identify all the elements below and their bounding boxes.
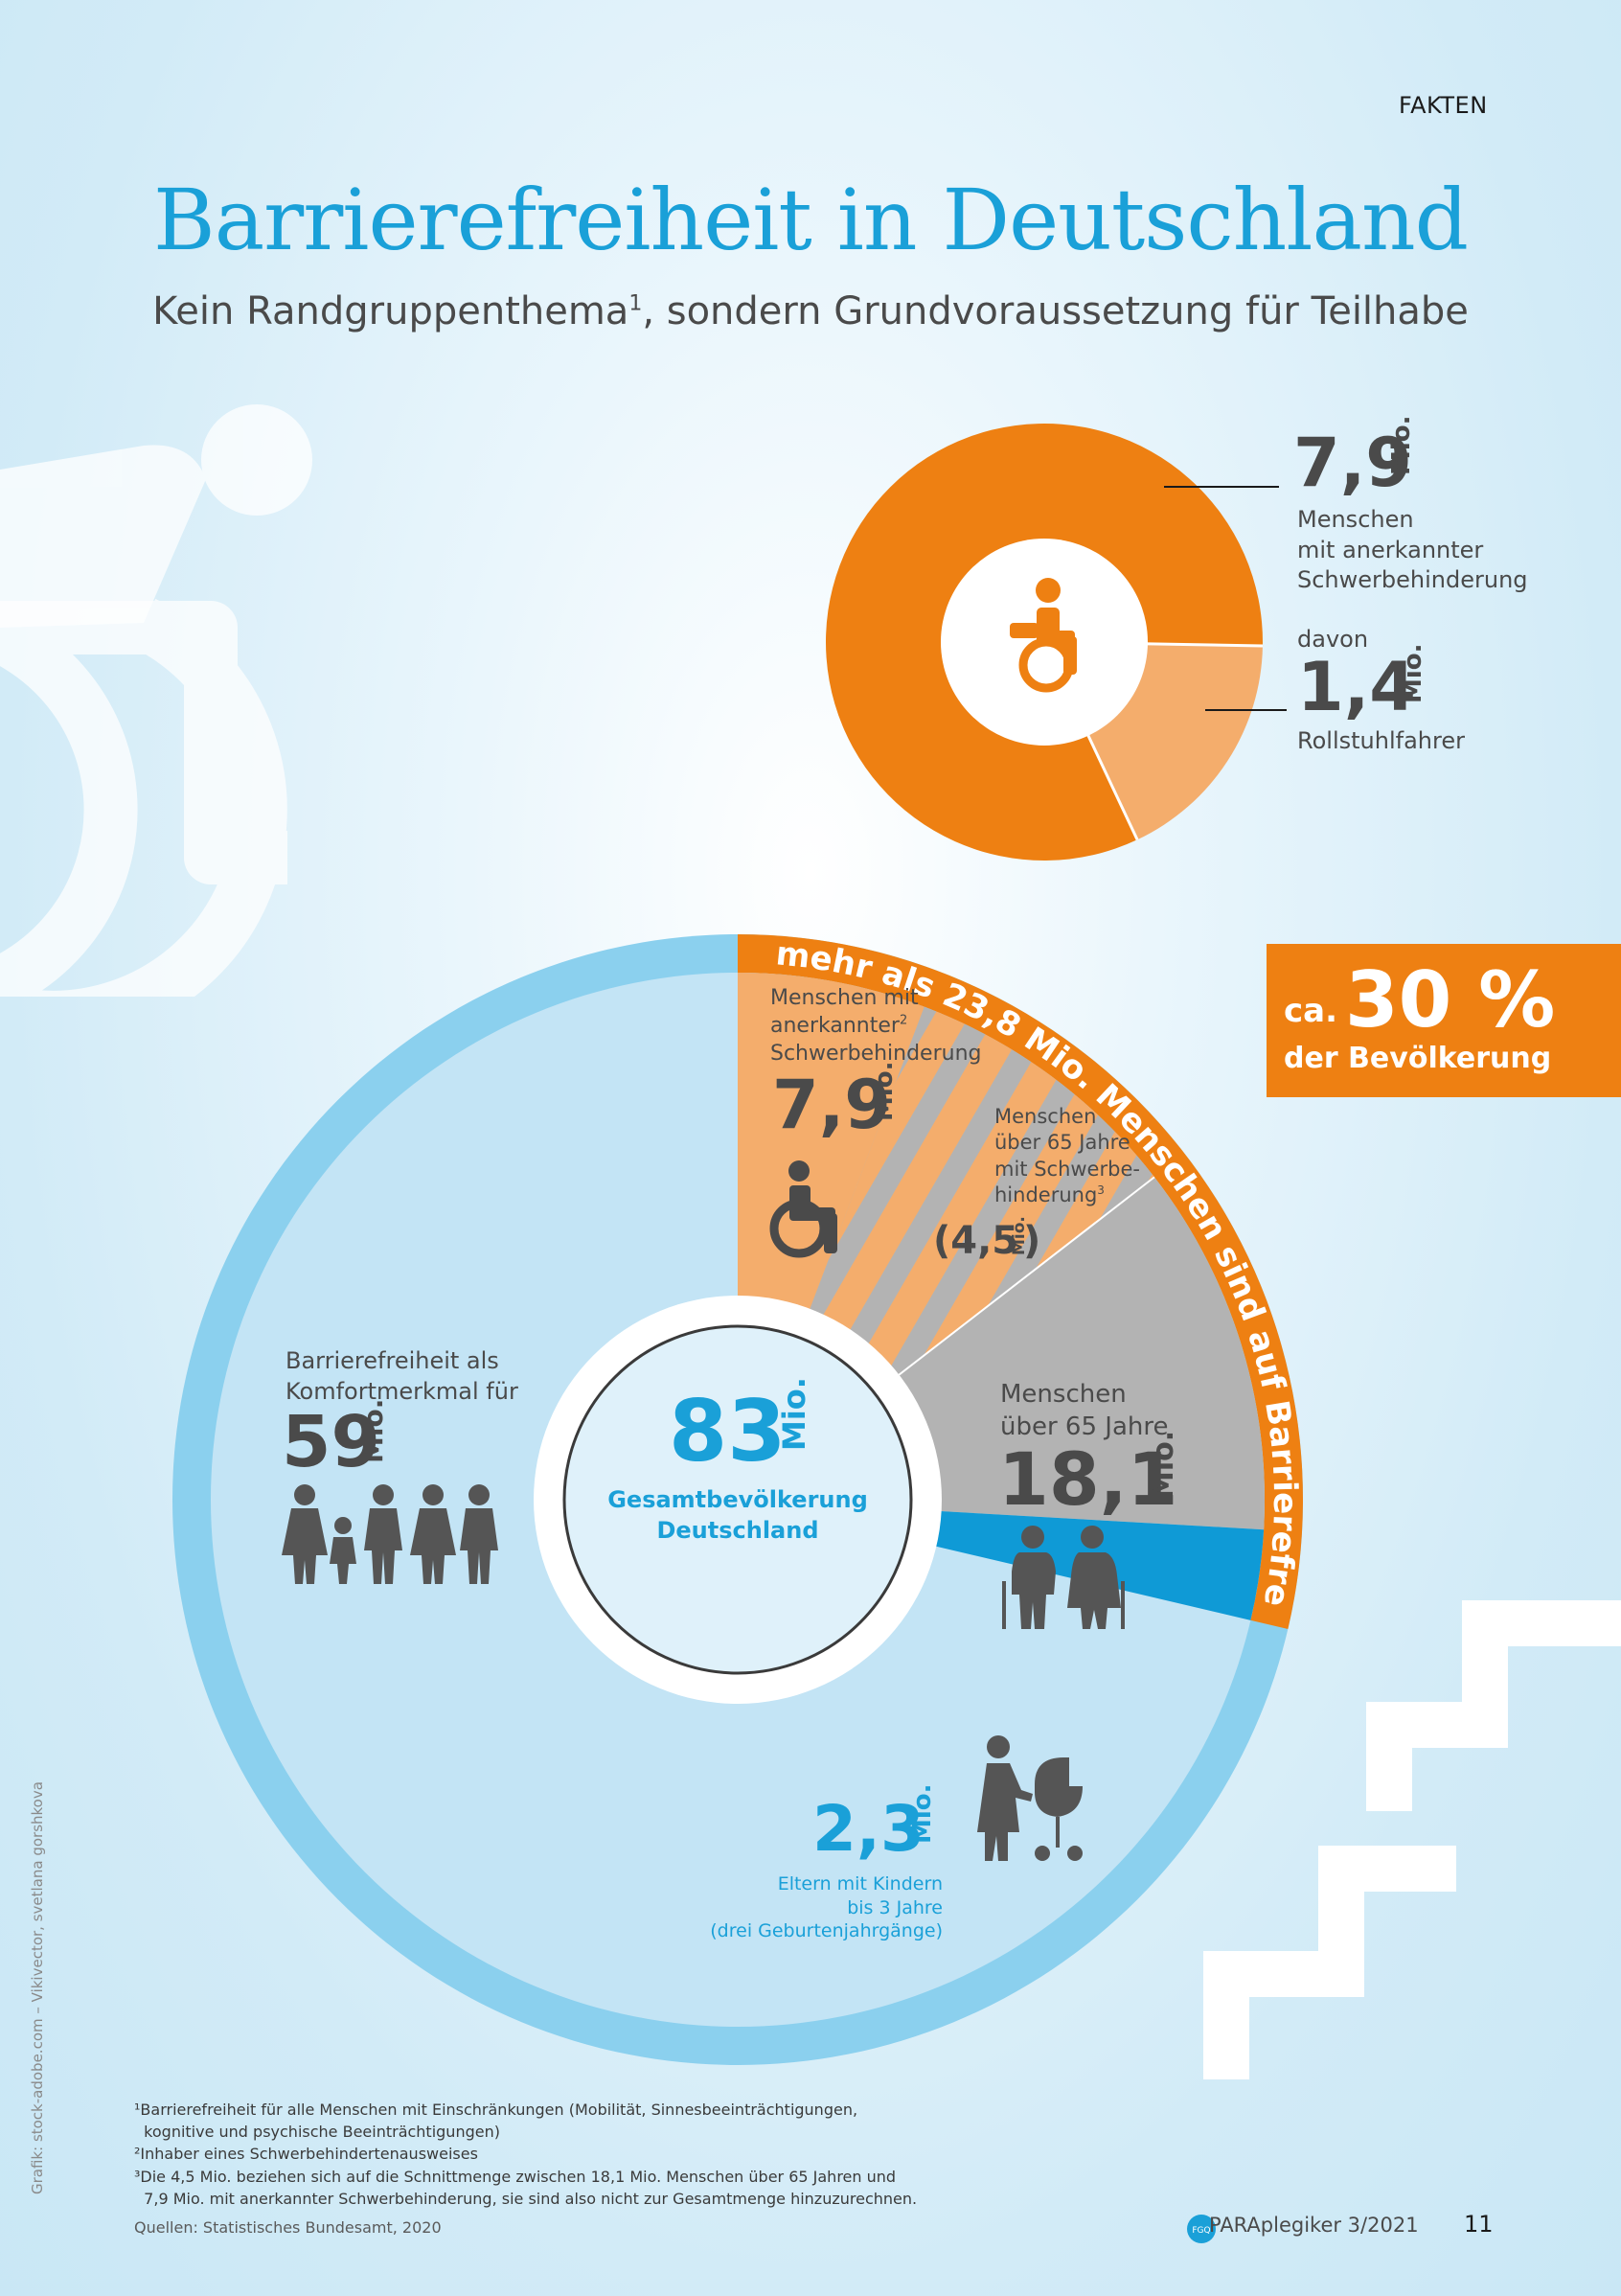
- comfort-value: 59: [282, 1401, 380, 1483]
- callout-value: 30 %: [1345, 955, 1556, 1045]
- stairs-icon: [1203, 1600, 1621, 2079]
- callout-prefix: ca.: [1284, 992, 1338, 1030]
- top-total-label: Menschen mit anerkannter Schwerbehinderu…: [1297, 505, 1528, 596]
- wheelchair-icon: [1010, 578, 1077, 693]
- senior-unit: Mio.: [1147, 1430, 1180, 1500]
- elderly-couple-icon: [1002, 1526, 1125, 1629]
- wheelchair-user-icon: [0, 404, 312, 997]
- top-total-label-line: Schwerbehinderung: [1297, 566, 1528, 594]
- page-number: 11: [1464, 2211, 1494, 2238]
- comfort-unit: Mio.: [357, 1398, 389, 1463]
- top-pie-pointer-total: [1164, 486, 1279, 488]
- footnote-line: ¹Barrierefreiheit für alle Menschen mit …: [134, 2101, 858, 2119]
- wheelchair-icon: [769, 1160, 837, 1258]
- footnotes: ¹Barrierefreiheit für alle Menschen mit …: [134, 2099, 917, 2210]
- top-pie-pointer-wheel: [1205, 709, 1287, 711]
- center-label: Gesamtbevölkerung Deutschland: [594, 1485, 881, 1547]
- subtitle-rest: , sondern Grundvoraussetzung für Teilhab…: [642, 289, 1469, 333]
- parent-value: 2,3: [812, 1792, 925, 1866]
- subtitle-footnote-mark: 1: [628, 291, 643, 316]
- disabled-label-line: Schwerbehinderung: [770, 1042, 982, 1067]
- footnote-line: 7,9 Mio. mit anerkannter Schwerbehinderu…: [134, 2189, 918, 2208]
- parent-unit: Mio.: [908, 1783, 937, 1844]
- parent-label-line: bis 3 Jahre: [847, 1896, 943, 1918]
- parent-label: Eltern mit Kindern bis 3 Jahre (drei Geb…: [671, 1872, 943, 1943]
- population-share-callout: ca. 30 % der Bevölkerung: [1267, 944, 1621, 1097]
- senior-value: 18,1: [998, 1436, 1178, 1522]
- comfort-label-line: Komfortmerkmal für: [285, 1377, 518, 1405]
- top-total-value: 7,9: [1293, 424, 1413, 502]
- senior-label-line: über 65 Jahre: [1000, 1412, 1169, 1442]
- family-icon: [282, 1484, 498, 1584]
- callout-label: der Bevölkerung: [1284, 1042, 1552, 1075]
- senior-label-line: Menschen: [1000, 1380, 1127, 1409]
- parent-label-line: Eltern mit Kindern: [777, 1873, 943, 1894]
- mother-with-stroller-icon: [977, 1735, 1083, 1861]
- disabled-unit: Mio.: [870, 1061, 899, 1121]
- center-label-line: Deutschland: [656, 1516, 819, 1544]
- center-unit: Mio.: [776, 1377, 812, 1451]
- parent-label-line: (drei Geburtenjahrgänge): [710, 1920, 943, 1942]
- image-credit: Grafik: stock-adobe.com – Vikivector, sv…: [29, 1781, 46, 2194]
- disabled-value: 7,9: [772, 1066, 892, 1144]
- main-pie-hole: [562, 1324, 913, 1675]
- top-total-label-line: mit anerkannter: [1297, 536, 1484, 563]
- top-total-unit: Mio.: [1387, 415, 1416, 475]
- top-davon-label: davon: [1297, 626, 1369, 653]
- overlap-label-line: Menschen: [994, 1105, 1097, 1128]
- top-wheel-label: Rollstuhlfahrer: [1297, 727, 1465, 754]
- center-label-line: Gesamtbevölkerung: [607, 1486, 868, 1513]
- comfort-label: Barrierefreiheit als Komfortmerkmal für: [285, 1346, 518, 1407]
- top-wheel-value: 1,4: [1297, 648, 1417, 726]
- senior-label: Menschen über 65 Jahre: [1000, 1378, 1168, 1444]
- overlap-label: Menschen über 65 Jahre mit Schwerbe- hin…: [994, 1104, 1140, 1208]
- subtitle-main: Kein Randgruppenthema: [152, 289, 629, 333]
- section-label: FAKTEN: [1399, 92, 1488, 119]
- disabled-label-line: anerkannter2: [770, 1013, 908, 1039]
- page-title: Barrierefreiheit in Deutschland: [153, 171, 1469, 269]
- overlap-label-line: hinderung3: [994, 1182, 1105, 1206]
- footnote-line: ³Die 4,5 Mio. beziehen sich auf die Schn…: [134, 2167, 897, 2186]
- logo-text: FGQ: [1192, 2226, 1210, 2236]
- disabled-label-line: Menschen mit: [770, 986, 919, 1010]
- overlap-value: (4,5: [933, 1219, 1019, 1263]
- footnote-line: ²Inhaber eines Schwerbehindertenausweise…: [134, 2145, 478, 2164]
- sources: Quellen: Statistisches Bundesamt, 2020: [134, 2218, 442, 2237]
- footnote-line: kognitive und psychische Beeinträchtigun…: [134, 2123, 500, 2142]
- page-subtitle: Kein Randgruppenthema1, sondern Grundvor…: [0, 289, 1621, 333]
- overlap-label-line: mit Schwerbe-: [994, 1157, 1140, 1181]
- comfort-label-line: Barrierefreiheit als: [285, 1347, 499, 1374]
- magazine-name: PARAplegiker 3/2021: [1209, 2214, 1419, 2237]
- fgq-logo-icon: FGQ: [1187, 2215, 1216, 2243]
- top-total-label-line: Menschen: [1297, 506, 1414, 533]
- overlap-label-line: über 65 Jahre: [994, 1131, 1130, 1155]
- overlap-close: ): [1023, 1219, 1041, 1263]
- top-wheel-unit: Mio.: [1399, 643, 1427, 703]
- disabled-label: Menschen mit anerkannter2 Schwerbehinder…: [770, 984, 981, 1068]
- center-value: 83: [669, 1382, 787, 1481]
- disability-pie-chart: [826, 424, 1263, 861]
